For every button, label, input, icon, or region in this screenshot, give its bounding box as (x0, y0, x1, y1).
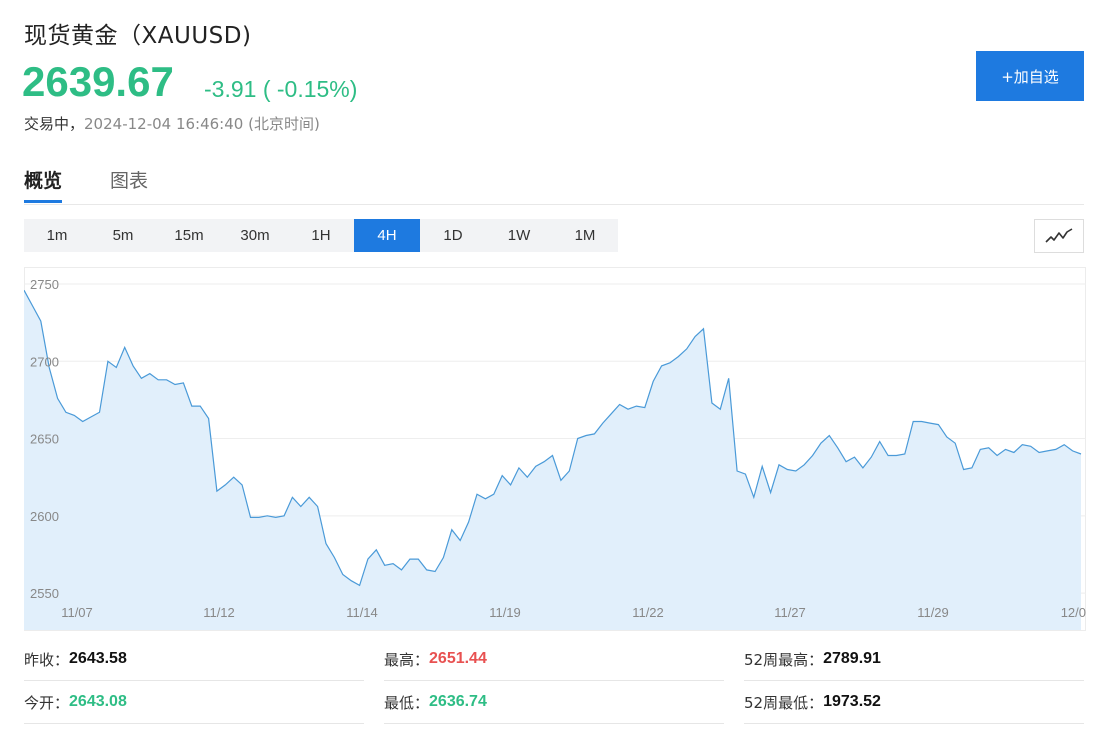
x-tick-label: 11/14 (346, 605, 378, 620)
stat-52w-low: 52周最低： 1973.52 (744, 681, 1084, 724)
x-tick-label: 11/22 (632, 605, 664, 620)
tab-overview[interactable]: 概览 (24, 170, 63, 192)
period-selector: 1m 5m 15m 30m 1H 4H 1D 1W 1M (24, 219, 618, 252)
stat-value: 2636.74 (429, 693, 487, 710)
tab-chart[interactable]: 图表 (110, 170, 149, 192)
current-price: 2639.67 (22, 58, 174, 105)
quote-time: 2024-12-04 16:46:40 (北京时间) (84, 115, 320, 133)
stat-high: 最高： 2651.44 (384, 638, 724, 681)
stat-low: 最低： 2636.74 (384, 681, 724, 724)
x-tick-label: 11/12 (203, 605, 235, 620)
price-change: -3.91 ( -0.15%) (204, 76, 358, 102)
stat-label: 最低： (384, 693, 430, 712)
page-title: 现货黄金（XAUUSD) (24, 23, 252, 49)
period-1h[interactable]: 1H (311, 227, 331, 244)
x-tick-label: 12/0 (1061, 605, 1086, 620)
stat-value: 2643.08 (69, 693, 127, 710)
period-30m[interactable]: 30m (240, 227, 270, 244)
y-tick-label: 2600 (30, 509, 59, 524)
y-tick-label: 2750 (30, 277, 59, 292)
trading-status: 交易中，2024-12-04 16:46:40 (北京时间) (24, 113, 320, 134)
price-area-base (24, 607, 1081, 630)
x-tick-label: 11/29 (917, 605, 949, 620)
stat-label: 52周最高： (744, 650, 824, 669)
y-tick-label: 2550 (30, 586, 59, 601)
active-tab-indicator (24, 200, 62, 203)
add-watchlist-button[interactable]: +加自选 (976, 51, 1084, 101)
main-tabs: 概览 图表 (24, 160, 1084, 205)
stat-prev-close: 昨收： 2643.58 (24, 638, 364, 681)
stat-open: 今开： 2643.08 (24, 681, 364, 724)
stat-value: 2651.44 (429, 650, 487, 667)
period-1d[interactable]: 1D (443, 227, 463, 244)
stat-label: 最高： (384, 650, 430, 669)
stat-value: 1973.52 (823, 693, 881, 710)
stat-label: 52周最低： (744, 693, 824, 712)
stat-value: 2789.91 (823, 650, 881, 667)
period-15m[interactable]: 15m (174, 227, 204, 244)
price-area-fill (24, 290, 1081, 630)
stat-label: 昨收： (24, 650, 70, 669)
x-tick-label: 11/19 (489, 605, 521, 620)
stat-label: 今开： (24, 693, 70, 712)
stat-value: 2643.58 (69, 650, 127, 667)
period-4h[interactable]: 4H (354, 219, 420, 252)
period-1w[interactable]: 1W (507, 227, 531, 244)
y-tick-label: 2650 (30, 432, 59, 447)
period-5m[interactable]: 5m (112, 227, 134, 244)
stat-52w-high: 52周最高： 2789.91 (744, 638, 1084, 681)
chart-area-layer (24, 289, 1082, 630)
price-chart[interactable]: 2750 2700 2650 2600 2550 11/07 11/12 11/14 11/19… (24, 267, 1086, 631)
trading-state: 交易中， (24, 115, 85, 133)
x-tick-label: 11/27 (774, 605, 806, 620)
x-tick-label: 11/07 (61, 605, 93, 620)
period-1m[interactable]: 1m (46, 227, 68, 244)
period-1mo[interactable]: 1M (574, 227, 596, 244)
chart-type-button[interactable] (1034, 219, 1084, 253)
y-tick-label: 2700 (30, 354, 59, 369)
price-line (24, 289, 1082, 587)
line-chart-icon (1045, 228, 1073, 243)
